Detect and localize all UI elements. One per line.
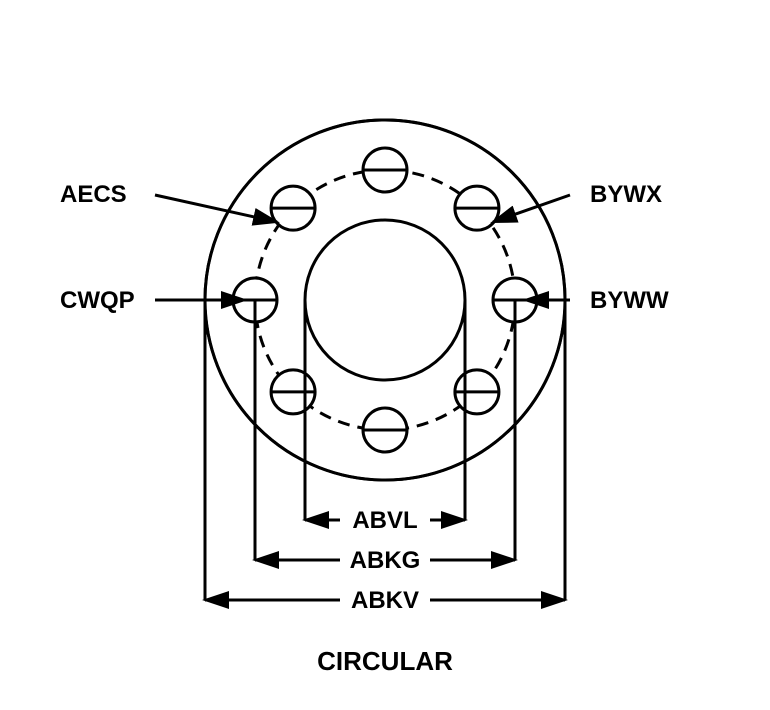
dim-label-abkv: ABKV <box>351 587 419 614</box>
dim-label-abvl: ABVL <box>352 507 417 534</box>
callout-label-bywx: BYWX <box>590 181 662 208</box>
diagram-title: CIRCULAR <box>317 646 453 676</box>
callout-label-byww: BYWW <box>590 287 669 314</box>
callout-label-aecs: AECS <box>60 181 127 208</box>
callout-label-cwqp: CWQP <box>60 287 135 314</box>
dim-label-abkg: ABKG <box>350 547 421 574</box>
